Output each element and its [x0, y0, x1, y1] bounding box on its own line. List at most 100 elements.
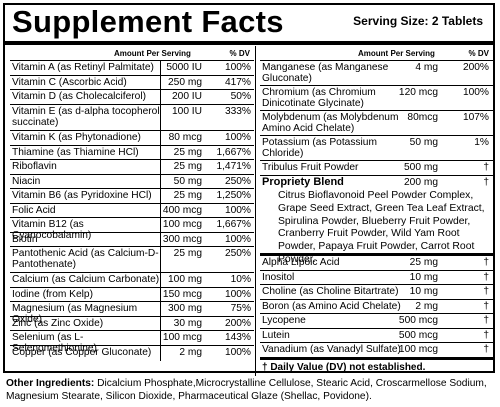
- nutrient-dv: 200%: [224, 317, 251, 329]
- nutrient-dv: 1,471%: [216, 161, 251, 172]
- nutrient-row: Copper (as Copper Gluconate) 2 mg 100%: [10, 345, 254, 361]
- nutrient-row: Vitamin D (as Cholecalciferol) 200 IU 50%: [10, 90, 254, 105]
- nutrient-amount: 2 mg: [179, 346, 202, 358]
- nutrient-name: Chromium (as Chromium Dinicotinate Glyci…: [262, 87, 376, 110]
- nutrient-dv: 143%: [224, 332, 251, 343]
- nutrient-row: Calcium (as Calcium Carbonate) 100 mg 10%: [10, 273, 254, 288]
- nutrient-amount: 100 mcg: [398, 344, 438, 355]
- nutrient-dv: 100%: [224, 288, 251, 300]
- nutrient-amount: 5000 IU: [166, 62, 202, 73]
- column-divider: [160, 90, 161, 105]
- nutrient-row: Magnesium (as Magnesium Oxide) 300 mg 75%: [10, 302, 254, 325]
- nutrient-amount: 10 mg: [409, 271, 438, 283]
- column-divider: [160, 247, 161, 273]
- nutrient-amount: 500 mg: [404, 162, 438, 173]
- nutrient-name: Vitamin K (as Phytonadione): [12, 131, 141, 143]
- nutrient-row: Alpha Lipoic Acid 25 mg †: [260, 256, 493, 271]
- proprietary-blend: Propriety Blend 200 mg † Citrus Bioflavonoi…: [260, 176, 493, 265]
- column-divider: [160, 345, 161, 361]
- nutrient-dv: †: [483, 344, 489, 355]
- nutrient-row: Lutein 500 mcg †: [260, 329, 493, 343]
- nutrient-dv: 1,667%: [216, 146, 251, 158]
- column-divider: [160, 160, 161, 175]
- column-divider: [160, 302, 161, 317]
- nutrient-amount: 80mcg: [407, 112, 438, 123]
- nutrient-dv: 100%: [224, 131, 251, 143]
- blend-dv: †: [483, 177, 489, 188]
- nutrient-name: Vitamin D (as Cholecalciferol): [12, 91, 146, 102]
- nutrient-row: Tribulus Fruit Powder 500 mg †: [260, 161, 493, 176]
- nutrient-row: Folic Acid 400 mcg 100%: [10, 203, 254, 218]
- nutrient-name: Thiamine (as Thiamine HCl): [12, 146, 139, 158]
- nutrient-amount: 25 mg: [173, 248, 202, 259]
- nutrient-amount: 100 mcg: [162, 332, 202, 343]
- nutrient-row: Vitamin A (as Retinyl Palmitate) 5000 IU 1…: [10, 61, 254, 76]
- column-divider: [160, 273, 161, 288]
- nutrient-dv: †: [483, 300, 489, 312]
- nutrient-name: Potassium (as Potassium Chloride): [262, 137, 377, 160]
- nutrient-name: Vitamin B12 (as Cyanocobalamin): [12, 219, 92, 242]
- nutrient-dv: †: [483, 329, 489, 341]
- nutrient-row: Niacin 50 mg 250%: [10, 174, 254, 189]
- nutrient-row: Biotin 300 mcg 100%: [10, 232, 254, 247]
- nutrient-amount: 300 mcg: [162, 233, 202, 245]
- right-column: Amount Per Serving % DV Manganese (as Ma…: [255, 46, 493, 376]
- nutrient-dv: 250%: [224, 248, 251, 259]
- nutrient-amount: 150 mcg: [162, 288, 202, 300]
- nutrient-row: Boron (as Amino Acid Chelate) 2 mg †: [260, 300, 493, 314]
- nutrient-amount: 25 mg: [173, 146, 202, 158]
- nutrient-amount: 500 mcg: [398, 315, 438, 326]
- left-column: Amount Per Serving % DV Vitamin A (as Re…: [10, 46, 254, 361]
- nutrient-dv: 100%: [462, 87, 489, 98]
- column-divider: [160, 145, 161, 160]
- nutrient-dv: 333%: [224, 105, 251, 117]
- nutrient-row: Vanadium (as Vanadyl Sulfate) 100 mcg †: [260, 343, 493, 358]
- nutrient-row: Vitamin E (as d-alpha tocopherol succina…: [10, 104, 254, 131]
- footnote-divider: [260, 356, 493, 360]
- nutrient-name: Vitamin A (as Retinyl Palmitate): [12, 62, 154, 73]
- blend-name: Propriety Blend: [262, 176, 344, 188]
- nutrient-dv: †: [483, 286, 489, 297]
- nutrient-name: Manganese (as Manganese Gluconate): [262, 62, 389, 85]
- nutrient-dv: 417%: [224, 76, 251, 88]
- nutrient-name: Vitamin C (Ascorbic Acid): [12, 76, 127, 88]
- nutrient-amount: 300 mg: [168, 303, 202, 314]
- nutrient-dv: 100%: [224, 204, 251, 216]
- nutrient-row: Lycopene 500 mcg †: [260, 314, 493, 329]
- supplement-facts-panel: Supplement Facts Serving Size: 2 Tablets…: [3, 3, 495, 376]
- dv-header: % DV: [229, 49, 250, 58]
- amount-per-serving-header: Amount Per Serving: [358, 49, 435, 58]
- column-divider: [160, 130, 161, 146]
- nutrient-name: Zinc (as Zinc Oxide): [12, 317, 104, 329]
- nutrient-name: Magnesium (as Magnesium Oxide): [12, 303, 138, 326]
- nutrient-dv: †: [483, 315, 489, 326]
- nutrient-amount: 100 IU: [171, 105, 202, 117]
- column-divider: [160, 287, 161, 302]
- nutrient-name: Calcium (as Calcium Carbonate): [12, 274, 160, 285]
- nutrient-name: Vanadium (as Vanadyl Sulfate): [262, 344, 401, 355]
- nutrient-name: Riboflavin: [12, 161, 57, 172]
- nutrient-dv: †: [483, 257, 489, 268]
- nutrient-amount: 25 mg: [173, 161, 202, 172]
- nutrient-amount: 80 mcg: [168, 131, 202, 143]
- nutrient-amount: 10 mg: [409, 286, 438, 297]
- column-divider: [160, 75, 161, 90]
- nutrient-row: Vitamin B6 (as Pyridoxine HCl) 25 mg 1,250…: [10, 189, 254, 204]
- section-divider: [260, 253, 493, 256]
- nutrient-amount: 100 mg: [168, 274, 202, 285]
- nutrient-amount: 400 mcg: [162, 204, 202, 216]
- column-divider: [160, 174, 161, 189]
- nutrient-row: Thiamine (as Thiamine HCl) 25 mg 1,667%: [10, 145, 254, 160]
- nutrient-amount: 200 IU: [171, 91, 202, 102]
- left-column-header: Amount Per Serving % DV: [10, 46, 254, 61]
- nutrient-row: Selenium (as L-Selenomethionine) 100 mcg 1…: [10, 331, 254, 354]
- nutrient-name: Biotin: [12, 233, 38, 245]
- panel-title: Supplement Facts: [12, 4, 284, 39]
- nutrient-row: Zinc (as Zinc Oxide) 30 mg 200%: [10, 316, 254, 331]
- nutrient-row: Molybdenum (as Molybdenum Amino Acid Che…: [260, 111, 493, 136]
- nutrient-name: Alpha Lipoic Acid: [262, 257, 340, 268]
- nutrient-name: Iodine (from Kelp): [12, 288, 93, 300]
- nutrient-name: Choline (as Choline Bitartrate): [262, 286, 399, 297]
- nutrient-dv: †: [483, 162, 489, 173]
- nutrient-dv: †: [483, 271, 489, 283]
